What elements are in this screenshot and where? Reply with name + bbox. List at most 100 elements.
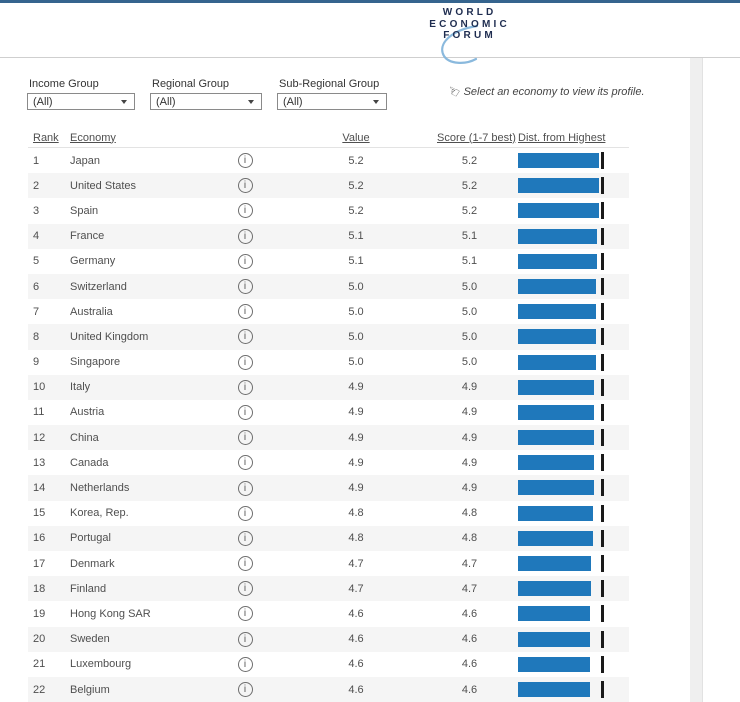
- highest-reference-tick: [601, 529, 604, 547]
- column-header-score[interactable]: Score (1-7 best): [437, 131, 516, 144]
- value-cell: 4.6: [348, 683, 364, 696]
- table-row[interactable]: 2 United States i 5.2 5.2: [28, 173, 629, 199]
- dist-bar: [518, 530, 593, 546]
- table-row[interactable]: 9 Singapore i 5.0 5.0: [28, 350, 629, 375]
- info-icon[interactable]: i: [237, 656, 253, 672]
- regional-group-dropdown[interactable]: (All): [150, 93, 262, 110]
- wef-logo-arc-icon: [441, 24, 479, 64]
- economy-cell: France: [70, 230, 105, 243]
- column-header-rank[interactable]: Rank: [33, 131, 59, 144]
- sub-regional-group-dropdown[interactable]: (All): [277, 93, 387, 110]
- table-row[interactable]: 6 Switzerland i 5.0 5.0: [28, 273, 629, 300]
- info-icon[interactable]: i: [237, 581, 253, 597]
- table-row[interactable]: 10 Italy i 4.9 4.9: [28, 374, 629, 400]
- economy-cell: Hong Kong SAR: [70, 607, 151, 620]
- economy-cell: Singapore: [70, 356, 121, 369]
- economy-cell: Canada: [70, 456, 109, 469]
- info-icon[interactable]: i: [237, 153, 253, 169]
- highest-reference-tick: [601, 328, 604, 346]
- dist-bar: [518, 480, 595, 496]
- info-icon[interactable]: i: [237, 404, 253, 420]
- table-row[interactable]: 1 Japan i 5.2 5.2: [28, 148, 629, 173]
- header-banner: WORLD ECONOMIC FORUM: [0, 3, 740, 64]
- info-icon[interactable]: i: [237, 606, 253, 622]
- dist-bar: [518, 329, 596, 345]
- table-row[interactable]: 8 United Kingdom i 5.0 5.0: [28, 324, 629, 350]
- top-accent-stripe: [0, 0, 740, 3]
- wef-logo: WORLD ECONOMIC FORUM: [407, 7, 529, 64]
- table-row[interactable]: 7 Australia i 5.0 5.0: [28, 299, 629, 324]
- table-row[interactable]: 12 China i 4.9 4.9: [28, 425, 629, 451]
- economy-cell: Japan: [70, 154, 100, 167]
- table-row[interactable]: 15 Korea, Rep. i 4.8 4.8: [28, 501, 629, 526]
- filter-sub-regional-group: Sub-Regional Group (All): [277, 78, 387, 110]
- highest-reference-tick: [601, 580, 604, 598]
- column-header-economy[interactable]: Economy: [70, 131, 116, 144]
- table-row[interactable]: 14 Netherlands i 4.9 4.9: [28, 475, 629, 501]
- dist-bar: [518, 354, 596, 370]
- dist-bar-cell: [518, 249, 629, 274]
- info-icon[interactable]: i: [237, 631, 253, 647]
- dist-bar: [518, 304, 596, 320]
- info-icon[interactable]: i: [237, 505, 253, 521]
- value-cell: 4.7: [348, 582, 364, 595]
- info-icon[interactable]: i: [237, 556, 253, 572]
- dist-bar: [518, 606, 590, 622]
- info-icon[interactable]: i: [237, 455, 253, 471]
- info-icon[interactable]: i: [237, 530, 253, 546]
- logo-line-2: ECONOMIC: [429, 18, 510, 30]
- economy-cell: Korea, Rep.: [70, 507, 129, 520]
- income-group-label: Income Group: [29, 78, 99, 90]
- info-icon[interactable]: i: [237, 480, 253, 496]
- dist-bar-cell: [518, 551, 629, 576]
- highest-reference-tick: [601, 252, 604, 270]
- score-cell: 5.1: [461, 230, 478, 243]
- dist-bar: [518, 379, 595, 395]
- info-icon[interactable]: i: [237, 354, 253, 370]
- income-group-dropdown[interactable]: (All): [27, 93, 135, 110]
- info-icon[interactable]: i: [237, 228, 253, 244]
- table-header: Rank Economy Value Score (1-7 best) Dist…: [28, 128, 629, 147]
- economy-cell: Netherlands: [70, 482, 130, 495]
- table-row[interactable]: 18 Finland i 4.7 4.7: [28, 576, 629, 602]
- table-row[interactable]: 13 Canada i 4.9 4.9: [28, 450, 629, 475]
- value-cell: 4.9: [348, 456, 364, 469]
- info-icon[interactable]: i: [237, 329, 253, 345]
- click-hand-icon: ☜: [443, 81, 463, 103]
- table-row[interactable]: 19 Hong Kong SAR i 4.6 4.6: [28, 601, 629, 626]
- dist-bar: [518, 404, 595, 420]
- rank-cell: 16: [33, 532, 46, 545]
- table-row[interactable]: 4 France i 5.1 5.1: [28, 223, 629, 249]
- score-cell: 4.9: [461, 482, 478, 495]
- column-header-value[interactable]: Value: [342, 131, 370, 144]
- dist-bar: [518, 681, 590, 697]
- table-row[interactable]: 17 Denmark i 4.7 4.7: [28, 551, 629, 576]
- info-icon[interactable]: i: [237, 279, 253, 295]
- table-row[interactable]: 20 Sweden i 4.6 4.6: [28, 626, 629, 652]
- info-icon[interactable]: i: [237, 178, 253, 194]
- score-cell: 4.8: [461, 507, 478, 520]
- table-row[interactable]: 22 Belgium i 4.6 4.6: [28, 676, 629, 702]
- vertical-scrollbar[interactable]: [690, 58, 703, 702]
- value-cell: 5.1: [348, 230, 364, 243]
- score-cell: 4.7: [461, 582, 478, 595]
- table-row[interactable]: 11 Austria i 4.9 4.9: [28, 400, 629, 425]
- score-cell: 4.6: [461, 658, 478, 671]
- dist-bar: [518, 581, 592, 597]
- score-cell: 4.7: [461, 557, 478, 570]
- info-icon[interactable]: i: [237, 203, 253, 219]
- column-header-dist[interactable]: Dist. from Highest: [518, 131, 606, 144]
- info-icon[interactable]: i: [237, 682, 253, 698]
- info-icon[interactable]: i: [237, 430, 253, 446]
- score-cell: 5.2: [461, 204, 478, 217]
- value-cell: 5.0: [348, 330, 364, 343]
- table-row[interactable]: 16 Portugal i 4.8 4.8: [28, 525, 629, 551]
- table-row[interactable]: 5 Germany i 5.1 5.1: [28, 249, 629, 274]
- info-icon[interactable]: i: [237, 379, 253, 395]
- highest-reference-tick: [601, 655, 604, 673]
- info-icon[interactable]: i: [237, 253, 253, 269]
- table-row[interactable]: 21 Luxembourg i 4.6 4.6: [28, 652, 629, 677]
- info-icon[interactable]: i: [237, 304, 253, 320]
- table-row[interactable]: 3 Spain i 5.2 5.2: [28, 198, 629, 223]
- rank-cell: 5: [33, 255, 40, 268]
